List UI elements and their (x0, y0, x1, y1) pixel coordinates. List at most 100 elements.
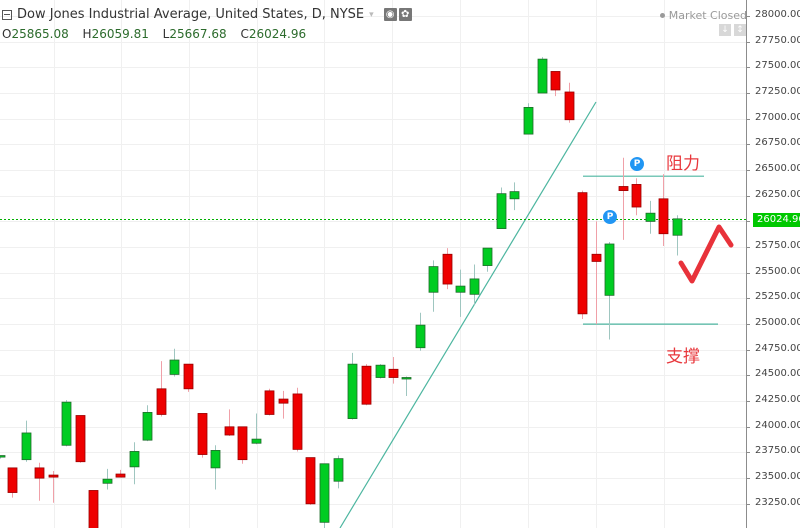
candle[interactable] (102, 478, 113, 484)
candle[interactable] (401, 377, 412, 380)
low-value: 25667.68 (169, 27, 227, 41)
candle[interactable] (210, 450, 221, 469)
candle[interactable] (61, 401, 72, 446)
tick-mark (746, 247, 750, 248)
candle[interactable] (0, 455, 6, 458)
candle[interactable] (375, 364, 386, 378)
candle[interactable] (672, 218, 683, 236)
chevron-down-icon[interactable]: ▾ (369, 9, 374, 20)
p-badge-icon[interactable]: P (630, 157, 644, 171)
candle[interactable] (577, 192, 588, 315)
scale-buttons: ↓ ↕ (719, 24, 746, 36)
candle[interactable] (564, 91, 575, 121)
tick-mark (746, 16, 750, 17)
price-tick-label: 27000.00 (755, 112, 800, 123)
candle[interactable] (509, 191, 520, 200)
candle[interactable] (88, 490, 99, 528)
price-axis[interactable] (746, 0, 747, 528)
candle[interactable] (537, 58, 548, 94)
candle[interactable] (75, 415, 86, 463)
tick-mark (746, 93, 750, 94)
candle[interactable] (142, 412, 153, 441)
price-tick-label: 26500.00 (755, 163, 800, 174)
candle[interactable] (496, 193, 507, 229)
candle[interactable] (292, 393, 303, 450)
tick-mark (746, 273, 750, 274)
candle[interactable] (645, 212, 656, 222)
price-tick-label: 24250.00 (755, 394, 800, 405)
candle[interactable] (183, 363, 194, 390)
candle[interactable] (550, 71, 561, 91)
candle[interactable] (388, 368, 399, 378)
tick-mark (746, 42, 750, 43)
candle[interactable] (7, 467, 18, 493)
close-label: C (240, 27, 249, 41)
price-tick-label: 25500.00 (755, 266, 800, 277)
candle[interactable] (523, 107, 534, 135)
tick-mark (746, 119, 750, 120)
status-dot-icon (659, 13, 665, 18)
candle[interactable] (34, 467, 45, 479)
eye-icon[interactable]: ◉ (383, 8, 397, 21)
support-label: 支撑 (666, 347, 700, 367)
candle[interactable] (305, 457, 316, 505)
tick-mark (746, 427, 750, 428)
candle[interactable] (278, 398, 289, 404)
candle[interactable] (469, 278, 480, 295)
candle[interactable] (442, 253, 453, 285)
candle[interactable] (251, 438, 262, 444)
candle[interactable] (361, 365, 372, 405)
candle[interactable] (604, 243, 615, 296)
candle[interactable] (415, 324, 426, 349)
chart-grid (0, 0, 746, 528)
candle[interactable] (347, 363, 358, 419)
tick-mark (746, 324, 750, 325)
price-tick-label: 26250.00 (755, 189, 800, 200)
price-tick-label: 25250.00 (755, 291, 800, 302)
price-tick-label: 23500.00 (755, 471, 800, 482)
candle[interactable] (482, 247, 493, 266)
tick-mark (746, 478, 750, 479)
candle[interactable] (631, 184, 642, 208)
candle[interactable] (658, 198, 669, 235)
tick-mark (746, 452, 750, 453)
candle[interactable] (224, 426, 235, 436)
tick-mark (746, 375, 750, 376)
symbol-title[interactable]: Dow Jones Industrial Average, United Sta… (17, 7, 365, 22)
candle[interactable] (319, 463, 330, 523)
candle[interactable] (21, 432, 32, 461)
price-tick-label: 23750.00 (755, 445, 800, 456)
scale-auto-icon[interactable]: ↕ (734, 24, 746, 36)
candle[interactable] (428, 266, 439, 293)
collapse-icon[interactable] (2, 9, 12, 20)
gear-icon[interactable]: ✿ (398, 8, 412, 21)
candle[interactable] (156, 388, 167, 415)
candle[interactable] (591, 253, 602, 262)
candle[interactable] (264, 390, 275, 415)
price-tick-label: 28000.00 (755, 9, 800, 20)
chart-header: Dow Jones Industrial Average, United Sta… (2, 7, 414, 22)
candle[interactable] (169, 359, 180, 375)
scale-down-icon[interactable]: ↓ (719, 24, 731, 36)
market-status: Market Closed (659, 9, 747, 22)
price-tick-label: 25750.00 (755, 240, 800, 251)
candle[interactable] (237, 426, 248, 461)
candle[interactable] (455, 285, 466, 293)
tick-mark (746, 221, 750, 222)
candle[interactable] (333, 458, 344, 482)
tick-mark (746, 67, 750, 68)
price-tick-label: 24500.00 (755, 368, 800, 379)
checkmark-annotation (678, 224, 734, 284)
candle[interactable] (618, 186, 629, 191)
candle[interactable] (197, 413, 208, 455)
price-tick-label: 24000.00 (755, 420, 800, 431)
tick-mark (746, 170, 750, 171)
tick-mark (746, 196, 750, 197)
high-label: H (82, 27, 92, 41)
p-badge-icon[interactable]: P (603, 210, 617, 224)
candle[interactable] (129, 451, 140, 468)
candle[interactable] (48, 474, 59, 478)
candle[interactable] (115, 473, 126, 478)
resistance-label: 阻力 (666, 154, 700, 174)
